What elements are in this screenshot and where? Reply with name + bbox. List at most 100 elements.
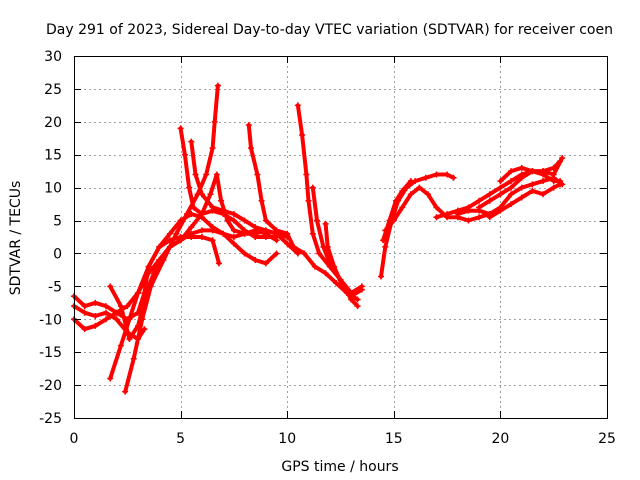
data-point bbox=[102, 303, 109, 310]
data-point bbox=[422, 174, 429, 181]
data-point bbox=[424, 191, 431, 198]
data-point bbox=[156, 257, 163, 264]
data-point bbox=[209, 227, 216, 234]
y-tick-label: 0 bbox=[53, 246, 62, 262]
data-point bbox=[557, 181, 564, 188]
x-tick-label: 15 bbox=[385, 431, 403, 447]
data-point bbox=[211, 118, 218, 125]
data-point bbox=[186, 184, 193, 191]
data-point bbox=[358, 286, 365, 293]
data-point bbox=[508, 178, 515, 185]
data-point bbox=[322, 220, 329, 227]
data-point bbox=[476, 214, 483, 221]
series-arc-13 bbox=[323, 221, 364, 299]
data-point bbox=[262, 260, 269, 267]
x-axis-title: GPS time / hours bbox=[281, 459, 398, 475]
data-point bbox=[518, 184, 525, 191]
data-point bbox=[156, 243, 163, 250]
data-point bbox=[126, 316, 133, 323]
data-point bbox=[465, 217, 472, 224]
data-point bbox=[81, 326, 88, 333]
data-point bbox=[241, 227, 248, 234]
data-point bbox=[354, 303, 361, 310]
y-tick-label: 5 bbox=[53, 214, 62, 230]
data-point bbox=[198, 210, 205, 217]
data-point bbox=[258, 197, 265, 204]
x-tick-label: 20 bbox=[491, 431, 509, 447]
data-point bbox=[145, 263, 152, 270]
data-point bbox=[134, 322, 141, 329]
data-point bbox=[550, 171, 557, 178]
data-point bbox=[324, 243, 331, 250]
data-point bbox=[508, 184, 515, 191]
data-point bbox=[301, 250, 308, 257]
data-point bbox=[294, 102, 301, 109]
data-point bbox=[540, 168, 547, 175]
data-point bbox=[299, 131, 306, 138]
data-point bbox=[392, 197, 399, 204]
data-point bbox=[124, 303, 131, 310]
data-point bbox=[262, 234, 269, 240]
data-point bbox=[416, 184, 423, 191]
data-point bbox=[141, 326, 148, 333]
data-point bbox=[134, 289, 141, 296]
data-point bbox=[407, 178, 414, 185]
data-point bbox=[252, 257, 259, 264]
data-point bbox=[450, 174, 457, 181]
data-point bbox=[209, 145, 216, 152]
data-point bbox=[518, 164, 525, 171]
data-point bbox=[486, 191, 493, 198]
data-point bbox=[113, 316, 120, 323]
data-point bbox=[107, 375, 114, 382]
plot-frame bbox=[74, 56, 608, 419]
x-tick-label: 10 bbox=[278, 431, 296, 447]
data-point bbox=[177, 125, 184, 132]
data-point bbox=[314, 217, 321, 224]
data-point bbox=[177, 237, 184, 244]
data-point bbox=[529, 187, 536, 194]
data-point bbox=[130, 355, 137, 362]
x-tick-label: 25 bbox=[598, 431, 616, 447]
y-tick-label: -20 bbox=[39, 378, 62, 394]
series-arc-20 bbox=[487, 182, 563, 220]
data-point bbox=[348, 293, 355, 300]
data-point bbox=[273, 250, 280, 257]
data-point bbox=[262, 217, 269, 224]
data-point bbox=[309, 184, 316, 191]
data-point bbox=[508, 168, 515, 175]
data-point bbox=[122, 388, 129, 395]
data-point bbox=[252, 234, 259, 240]
data-point bbox=[331, 263, 338, 270]
data-point bbox=[188, 138, 195, 145]
data-point bbox=[92, 299, 99, 306]
data-point bbox=[508, 191, 515, 198]
data-point bbox=[333, 280, 340, 287]
data-point bbox=[454, 210, 461, 217]
data-point bbox=[497, 207, 504, 214]
data-point bbox=[198, 234, 205, 240]
data-point bbox=[433, 204, 440, 211]
chart-title: Day 291 of 2023, Sidereal Day-to-day VTE… bbox=[46, 22, 613, 38]
data-point bbox=[117, 342, 124, 349]
data-point bbox=[188, 224, 195, 231]
y-tick-label: 20 bbox=[44, 115, 62, 131]
data-point bbox=[92, 322, 99, 329]
data-point bbox=[390, 217, 397, 224]
data-point bbox=[218, 197, 225, 204]
data-point bbox=[444, 210, 451, 217]
data-point bbox=[81, 303, 88, 310]
data-point bbox=[508, 201, 515, 208]
data-point bbox=[486, 197, 493, 204]
data-point bbox=[465, 207, 472, 214]
data-point bbox=[215, 260, 222, 267]
data-point bbox=[399, 187, 406, 194]
data-point bbox=[166, 243, 173, 250]
data-point bbox=[433, 214, 440, 221]
data-point bbox=[380, 237, 387, 244]
y-tick-label: -5 bbox=[48, 279, 62, 295]
y-tick-label: -25 bbox=[39, 411, 62, 427]
data-point bbox=[230, 227, 237, 234]
y-tick-label: 10 bbox=[44, 181, 62, 197]
data-point bbox=[107, 283, 114, 290]
y-tick-label: 30 bbox=[44, 49, 62, 65]
